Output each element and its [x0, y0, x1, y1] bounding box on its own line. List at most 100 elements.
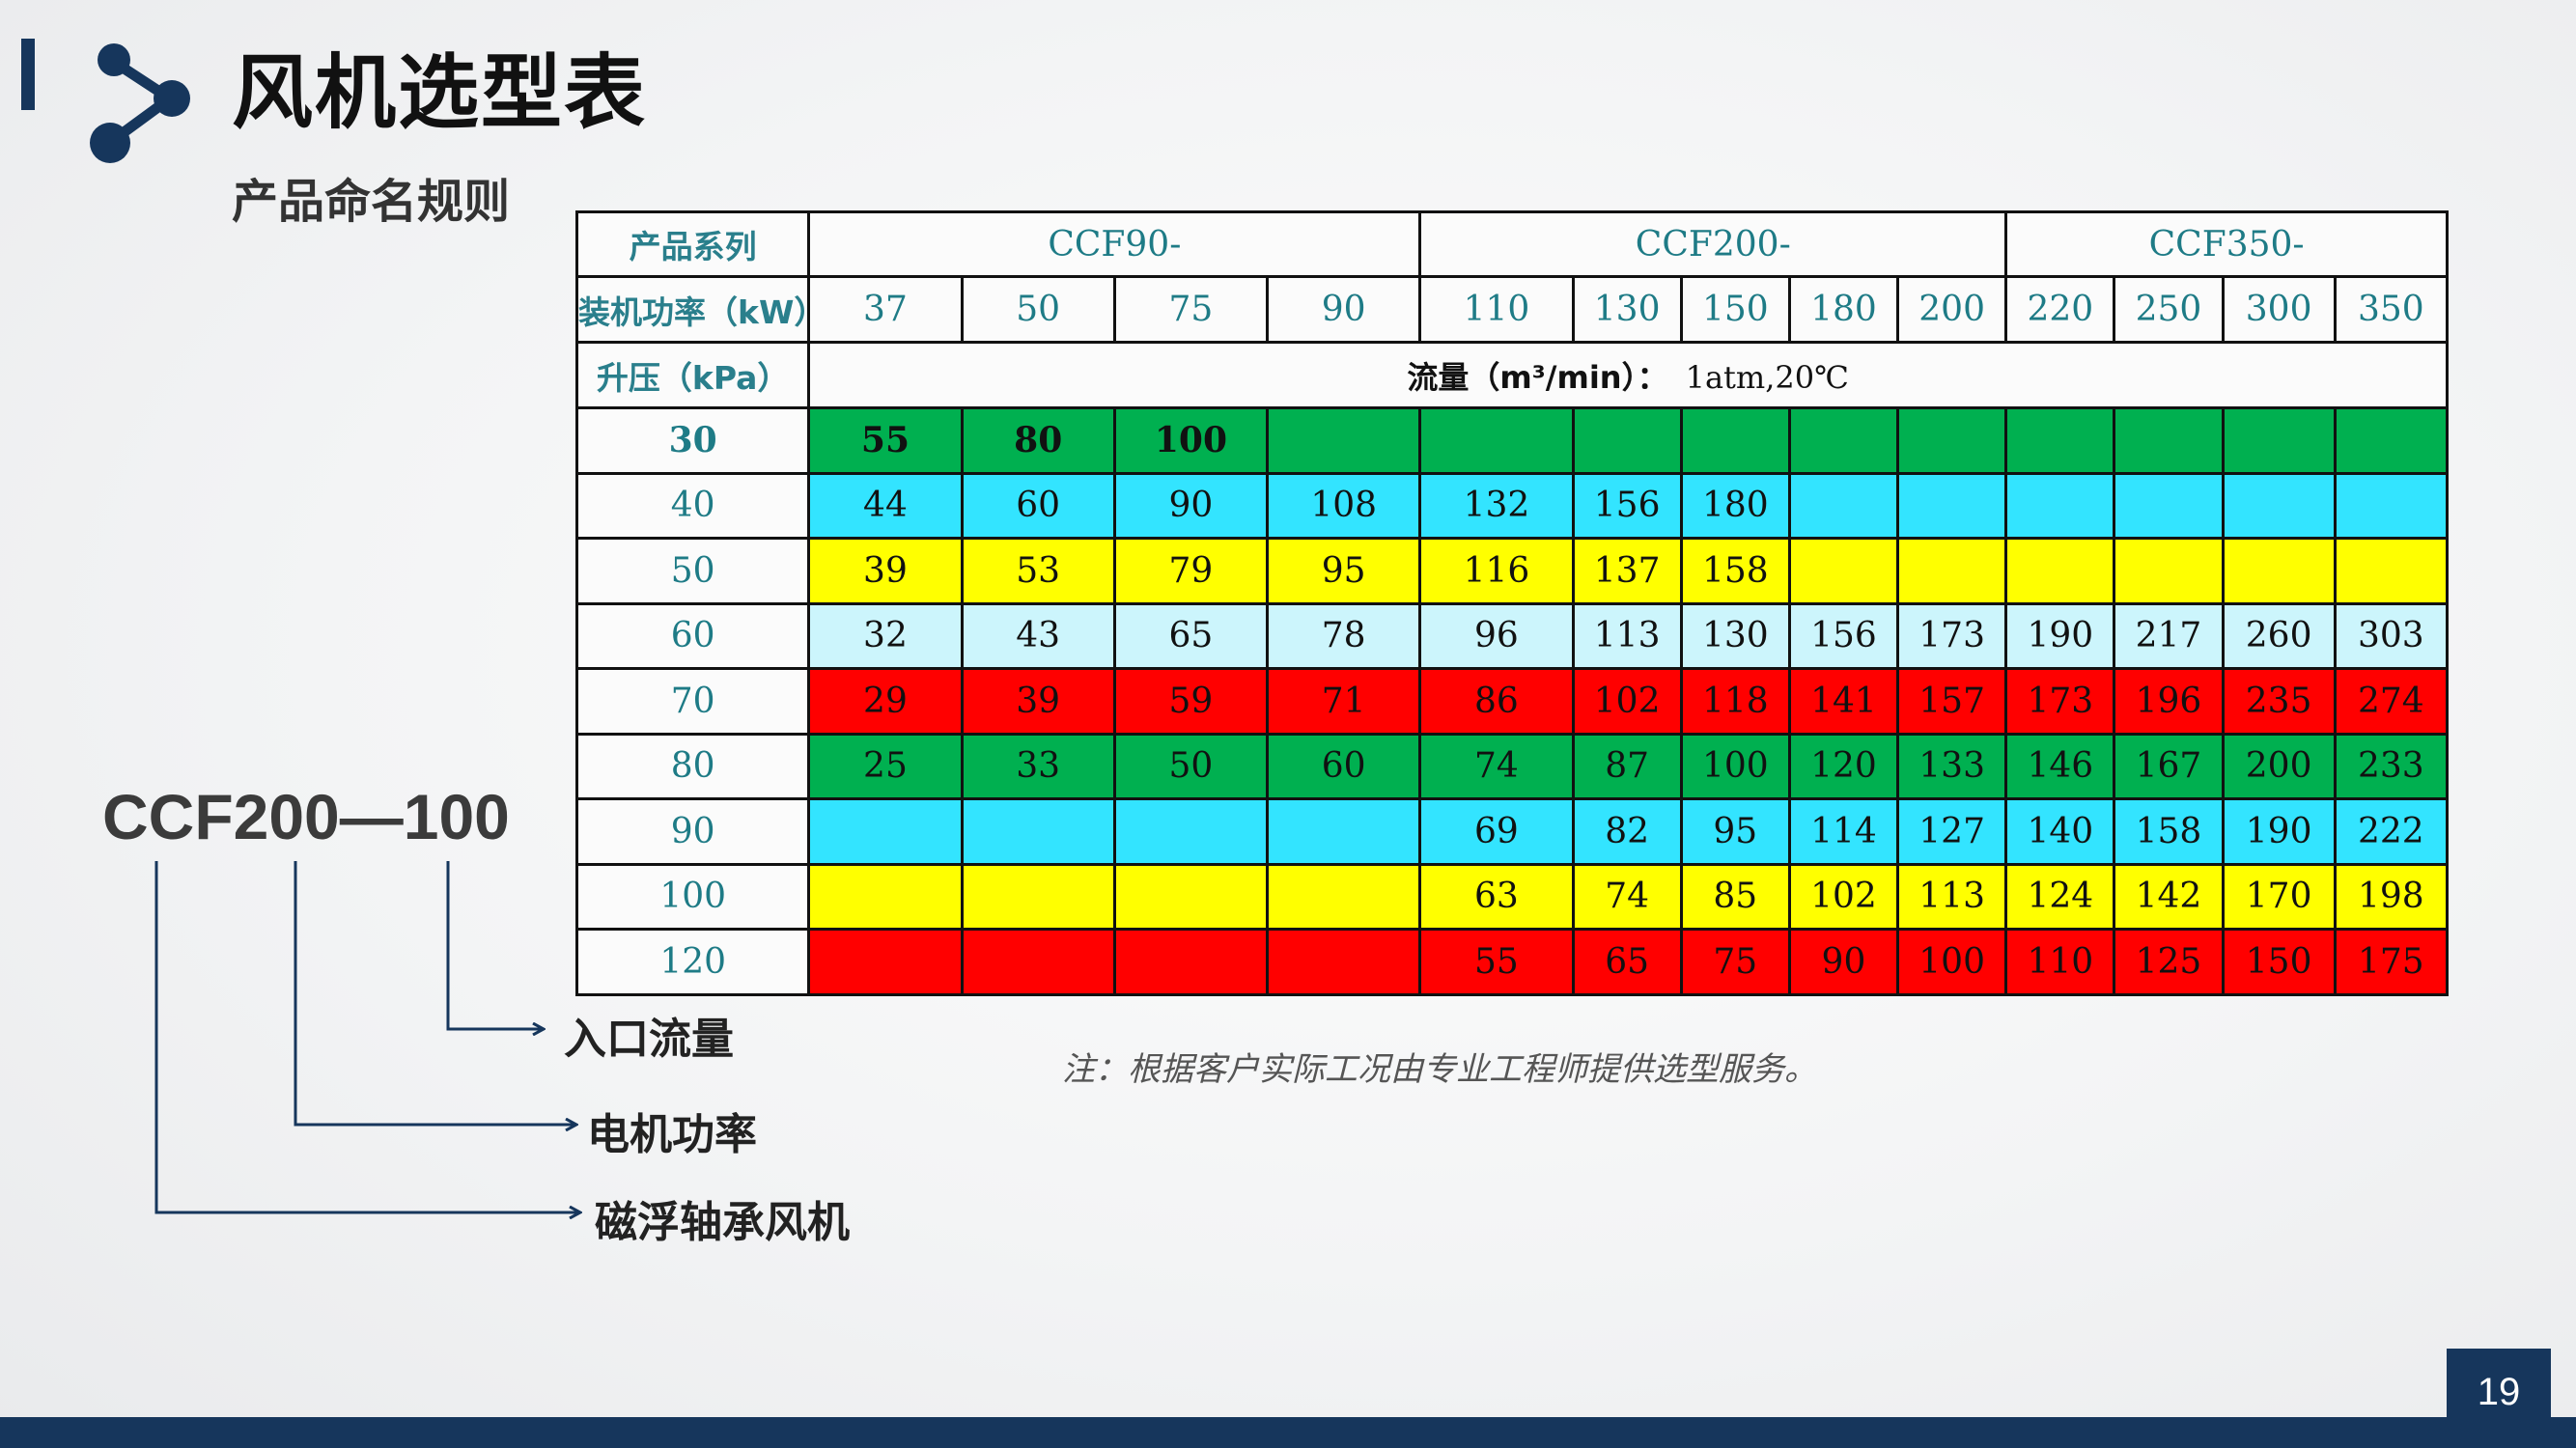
- flow-value-cell: 79: [1112, 537, 1270, 605]
- page-title: 风机选型表: [232, 45, 648, 140]
- table-row: 100 63 74 85 102 113 124 142 170 198: [574, 862, 2450, 931]
- flow-value-cell: 114: [1787, 797, 1900, 866]
- power-cell: 180: [1787, 275, 1900, 344]
- pressure-cell: 70: [574, 667, 811, 736]
- flow-value-cell: 102: [1571, 667, 1683, 736]
- flow-value-cell: 25: [807, 732, 964, 800]
- flow-value-cell: [1418, 406, 1575, 475]
- flow-value-cell: 53: [960, 537, 1116, 605]
- flow-value-cell: [1787, 406, 1900, 475]
- flow-value-cell: 235: [2221, 667, 2337, 736]
- flow-value-cell: 39: [960, 667, 1116, 736]
- flow-value-cell: 55: [1418, 928, 1575, 996]
- flow-value-cell: [2004, 406, 2116, 475]
- flow-value-cell: [1266, 406, 1422, 475]
- flow-value-cell: 173: [2004, 667, 2116, 736]
- flow-label: 流量（m³/min）：: [1407, 358, 1668, 396]
- flow-value-cell: 95: [1679, 797, 1791, 866]
- table-row: 80 25 33 50 60 74 87 100 120 133 146 167 200 233: [574, 732, 2450, 800]
- flow-value-cell: 100: [1112, 406, 1270, 475]
- power-cell: 150: [1679, 275, 1791, 344]
- flow-value-cell: [960, 797, 1116, 866]
- power-cell: 130: [1571, 275, 1683, 344]
- flow-value-cell: 158: [1679, 537, 1791, 605]
- flow-value-cell: 120: [1787, 732, 1900, 800]
- flow-value-cell: 110: [2004, 928, 2116, 996]
- flow-value-cell: 233: [2333, 732, 2450, 800]
- flow-value-cell: 60: [1266, 732, 1422, 800]
- flow-value-cell: 274: [2333, 667, 2450, 736]
- model-code-example: CCF200—100: [102, 781, 510, 852]
- flow-value-cell: 95: [1266, 537, 1422, 605]
- flow-value-cell: [2221, 406, 2337, 475]
- pressure-header-label: 升压（kPa）: [574, 341, 811, 409]
- naming-label-inlet-flow: 入口流量: [564, 1015, 734, 1064]
- fan-selection-table: 产品系列 CCF90- CCF200- CCF350- 装机功率（kW） 37 50 75 90…: [574, 210, 2450, 996]
- flow-value-cell: 196: [2113, 667, 2225, 736]
- flow-value-cell: [960, 862, 1116, 931]
- flow-value-cell: 180: [1679, 471, 1791, 540]
- flow-value-cell: [1112, 928, 1270, 996]
- naming-label-motor-power: 电机功率: [587, 1110, 757, 1159]
- flow-value-cell: 132: [1418, 471, 1575, 540]
- series-name-cell: CCF200-: [1418, 210, 2008, 278]
- flow-value-cell: 78: [1266, 601, 1422, 670]
- flow-value-cell: 90: [1787, 928, 1900, 996]
- flow-value-cell: 156: [1787, 601, 1900, 670]
- flow-value-cell: 90: [1112, 471, 1270, 540]
- flow-value-cell: 146: [2004, 732, 2116, 800]
- flow-value-cell: 82: [1571, 797, 1683, 866]
- flow-condition: 1atm,20℃: [1685, 358, 1849, 396]
- flow-value-cell: [807, 928, 964, 996]
- flow-value-cell: 65: [1112, 601, 1270, 670]
- flow-value-cell: 71: [1266, 667, 1422, 736]
- flow-value-cell: [1266, 797, 1422, 866]
- power-cell: 250: [2113, 275, 2225, 344]
- flow-value-cell: [1787, 471, 1900, 540]
- flow-value-cell: 69: [1418, 797, 1575, 866]
- flow-value-cell: 39: [807, 537, 964, 605]
- flow-value-cell: 137: [1571, 537, 1683, 605]
- table-row: 60 32 43 65 78 96 113 130 156 173 190 217 260 303: [574, 601, 2450, 670]
- series-row: 产品系列 CCF90- CCF200- CCF350-: [574, 210, 2449, 278]
- flow-value-cell: [1112, 797, 1270, 866]
- flow-value-cell: 260: [2221, 601, 2337, 670]
- series-name-cell: CCF90-: [807, 210, 1422, 278]
- naming-connector-lines: [154, 861, 869, 1255]
- section-subtitle: 产品命名规则: [232, 175, 511, 229]
- flow-value-cell: 33: [960, 732, 1116, 800]
- share-nodes-icon: [90, 43, 190, 163]
- flow-value-cell: [2113, 406, 2225, 475]
- flow-value-cell: 113: [1896, 862, 2008, 931]
- footer-bar: [0, 1417, 2576, 1448]
- flow-value-cell: 200: [2221, 732, 2337, 800]
- flow-value-cell: 303: [2333, 601, 2450, 670]
- flow-value-cell: [2221, 471, 2337, 540]
- flow-value-cell: 65: [1571, 928, 1683, 996]
- flow-value-cell: [2333, 471, 2450, 540]
- flow-value-cell: [1896, 537, 2008, 605]
- power-row: 装机功率（kW） 37 50 75 90 110 130 150 180 200 220 250 300…: [574, 275, 2450, 344]
- power-cell: 350: [2333, 275, 2450, 344]
- selection-note: 注：根据客户实际工况由专业工程师提供选型服务。: [1062, 1050, 1817, 1089]
- flow-value-cell: 43: [960, 601, 1116, 670]
- flow-value-cell: 50: [1112, 732, 1270, 800]
- power-cell: 90: [1266, 275, 1422, 344]
- pressure-cell: 120: [574, 928, 811, 996]
- series-header-label: 产品系列: [574, 210, 811, 278]
- flow-value-cell: 175: [2333, 928, 2450, 996]
- flow-value-cell: 133: [1896, 732, 2008, 800]
- flow-value-cell: [1266, 928, 1422, 996]
- flow-value-cell: [1112, 862, 1270, 931]
- flow-value-cell: 125: [2113, 928, 2225, 996]
- table-row: 90 69 82 95 114 127 140 158 190 222: [574, 797, 2450, 866]
- flow-value-cell: [1896, 471, 2008, 540]
- flow-value-cell: 217: [2113, 601, 2225, 670]
- flow-value-cell: 87: [1571, 732, 1683, 800]
- flow-value-cell: 74: [1571, 862, 1683, 931]
- flow-value-cell: 100: [1679, 732, 1791, 800]
- power-cell: 75: [1112, 275, 1270, 344]
- flow-unit-cell: 流量（m³/min）： 1atm,20℃: [807, 341, 2449, 409]
- pressure-cell: 50: [574, 537, 811, 605]
- flow-value-cell: 63: [1418, 862, 1575, 931]
